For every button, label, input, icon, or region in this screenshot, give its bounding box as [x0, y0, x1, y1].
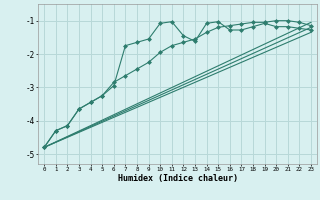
- X-axis label: Humidex (Indice chaleur): Humidex (Indice chaleur): [118, 174, 238, 183]
